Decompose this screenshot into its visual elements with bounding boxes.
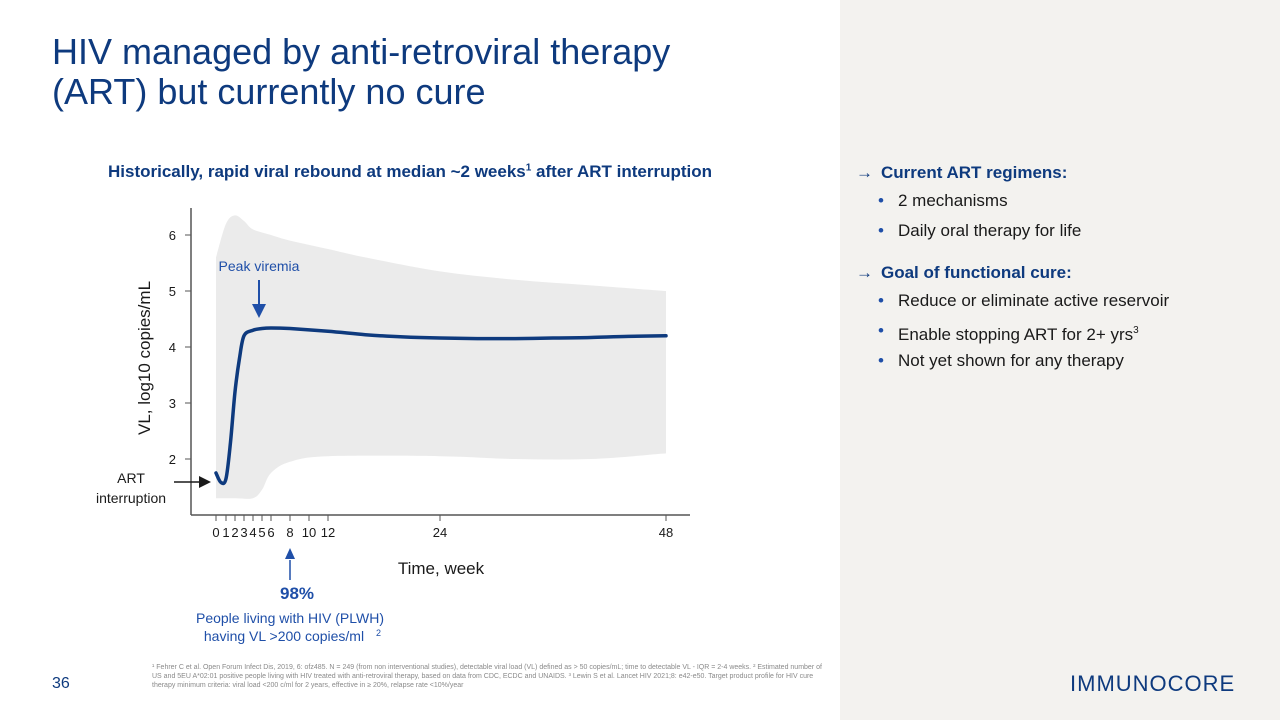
x-tick-label: 0 <box>212 525 219 540</box>
pct-description: having VL >200 copies/ml <box>204 628 364 644</box>
x-tick-label: 5 <box>258 525 265 540</box>
peak-arrow-head <box>252 304 266 318</box>
x-tick-label: 3 <box>240 525 247 540</box>
peak-viremia-label: Peak viremia <box>219 258 300 274</box>
x-tick-label: 48 <box>659 525 673 540</box>
company-logo: IMMUNOCORE <box>1070 671 1236 696</box>
list-item: Enable stopping ART for 2+ yrs3 <box>856 316 1266 346</box>
pct-footnote-ref: 2 <box>376 628 381 638</box>
y-tick-label: 2 <box>169 452 176 467</box>
x-tick-label: 2 <box>231 525 238 540</box>
chart-heading-sup: 1 <box>525 162 532 174</box>
art-interruption-label: interruption <box>96 490 166 506</box>
y-tick-label: 3 <box>169 396 176 411</box>
chart-heading-text-after: after ART interruption <box>531 162 713 181</box>
confidence-band <box>216 215 666 499</box>
key-points: → Current ART regimens: 2 mechanisms Dail… <box>856 160 1266 376</box>
arrow-icon: → <box>856 263 873 282</box>
section-functional-cure: → Goal of functional cure: <box>856 260 1266 286</box>
chart-heading-text: Historically, rapid viral rebound at med… <box>108 162 526 181</box>
section-current-art: → Current ART regimens: <box>856 160 1266 186</box>
title-line-2: (ART) but currently no cure <box>52 71 486 112</box>
x-tick-label: 24 <box>433 525 447 540</box>
y-tick-label: 5 <box>169 284 176 299</box>
pct-value: 98% <box>280 584 314 603</box>
y-tick-label: 4 <box>169 340 176 355</box>
x-tick-label: 1 <box>222 525 229 540</box>
x-axis-label: Time, week <box>398 559 485 578</box>
list-item: Not yet shown for any therapy <box>856 346 1266 376</box>
y-axis-label: VL, log10 copies/mL <box>135 281 154 435</box>
section-functional-cure-title: Goal of functional cure: <box>881 263 1072 282</box>
pct-description: People living with HIV (PLWH) <box>196 610 384 626</box>
title-line-1: HIV managed by anti-retroviral therapy <box>52 31 671 72</box>
x-tick-label: 10 <box>302 525 316 540</box>
page-number: 36 <box>52 675 70 692</box>
list-item: 2 mechanisms <box>856 186 1266 216</box>
art-interruption-label: ART <box>117 470 145 486</box>
x-tick-label: 12 <box>321 525 335 540</box>
pct-arrow-head <box>285 548 295 559</box>
footnote: ¹ Fehrer C et al. Open Forum Infect Dis,… <box>152 664 822 689</box>
y-tick-label: 6 <box>169 228 176 243</box>
arrow-icon: → <box>856 163 873 182</box>
section-current-art-title: Current ART regimens: <box>881 163 1068 182</box>
x-tick-label: 4 <box>249 525 256 540</box>
slide-title: HIV managed by anti-retroviral therapy (… <box>52 32 812 112</box>
footnote-ref: 3 <box>1133 325 1139 336</box>
x-tick-label: 8 <box>286 525 293 540</box>
viral-load-line <box>214 326 668 486</box>
art-arrow-head <box>199 476 211 488</box>
x-tick-label: 6 <box>267 525 274 540</box>
list-item: Daily oral therapy for life <box>856 216 1266 246</box>
chart-heading: Historically, rapid viral rebound at med… <box>108 162 808 182</box>
list-item: Reduce or eliminate active reservoir <box>856 286 1266 316</box>
